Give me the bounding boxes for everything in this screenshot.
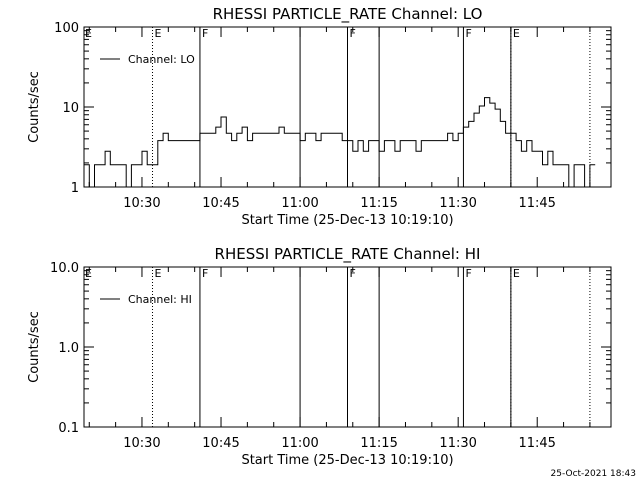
y-tick-label: 10.0: [50, 261, 79, 276]
y-axis-label: Counts/sec: [27, 71, 42, 143]
event-marker-label: F: [465, 27, 471, 40]
x-tick-label: 10:30: [123, 196, 160, 211]
event-marker-label: F: [202, 27, 208, 40]
series-line: [84, 97, 596, 188]
x-tick-label: 11:30: [439, 436, 476, 451]
event-marker-label: F: [202, 267, 208, 280]
event-marker-label: E: [155, 267, 162, 280]
x-tick-label: 10:30: [123, 436, 160, 451]
x-tick-label: 10:45: [202, 196, 239, 211]
event-marker-label: E: [513, 267, 520, 280]
legend-label: Channel: LO: [128, 53, 195, 66]
x-tick-label: 11:15: [360, 196, 397, 211]
x-axis-label: Start Time (25-Dec-13 10:19:10): [241, 453, 453, 468]
chart-title: RHESSI PARTICLE_RATE Channel: HI: [215, 245, 481, 264]
y-tick-label: 100: [54, 21, 79, 36]
x-tick-label: 10:45: [202, 436, 239, 451]
legend-label: Channel: HI: [128, 293, 192, 306]
event-marker-label: E: [85, 267, 92, 280]
y-tick-label: 0.1: [58, 421, 79, 436]
y-tick-label: 1: [71, 181, 79, 196]
x-tick-label: 11:00: [281, 196, 318, 211]
y-tick-label: 10: [62, 101, 79, 116]
x-tick-label: 11:00: [281, 436, 318, 451]
event-marker-label: E: [513, 27, 520, 40]
x-tick-label: 11:45: [518, 436, 555, 451]
event-marker-label: F: [350, 267, 356, 280]
event-marker-label: F: [465, 267, 471, 280]
y-tick-label: 1.0: [58, 341, 79, 356]
event-marker-label: E: [85, 27, 92, 40]
x-axis-label: Start Time (25-Dec-13 10:19:10): [241, 213, 453, 228]
x-tick-label: 11:45: [518, 196, 555, 211]
event-marker-label: E: [155, 27, 162, 40]
event-marker-label: F: [350, 27, 356, 40]
y-axis-label: Counts/sec: [27, 311, 42, 383]
x-tick-label: 11:15: [360, 436, 397, 451]
chart-title: RHESSI PARTICLE_RATE Channel: LO: [213, 5, 483, 24]
footer-timestamp: 25-Oct-2021 18:43: [551, 469, 636, 479]
x-tick-label: 11:30: [439, 196, 476, 211]
